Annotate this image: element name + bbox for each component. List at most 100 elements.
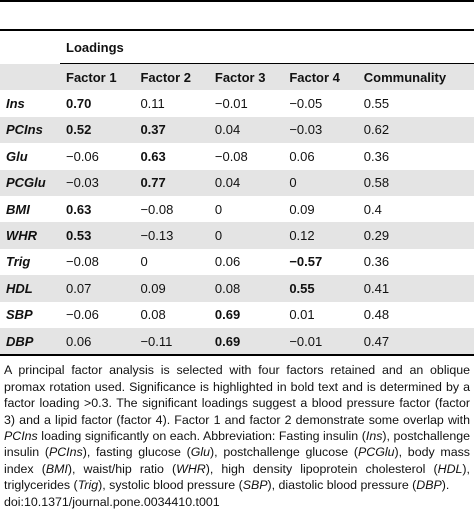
footnote-text: DBP bbox=[416, 478, 442, 493]
cell: 0.07 bbox=[66, 280, 92, 296]
group-header: Loadings bbox=[60, 30, 474, 64]
cell: −0.01 bbox=[289, 333, 323, 349]
cell: 0.36 bbox=[363, 148, 390, 164]
column-header: Factor 1 bbox=[66, 69, 117, 85]
cell: 0.11 bbox=[140, 96, 165, 112]
footnote-text: A principal factor analysis is selected … bbox=[4, 363, 470, 427]
footnote-text: ), diastolic blood pressure ( bbox=[267, 478, 417, 493]
cell: 0.04 bbox=[214, 122, 241, 138]
cell: −0.06 bbox=[66, 148, 99, 164]
cell: 0 bbox=[214, 228, 223, 244]
column-header bbox=[0, 64, 60, 91]
footnote-text: ), triglycerides ( bbox=[4, 461, 470, 493]
cell: 0.53 bbox=[66, 228, 92, 244]
cell: −0.06 bbox=[66, 307, 99, 323]
cell: −0.08 bbox=[66, 254, 99, 270]
footnote-text: PCIns bbox=[48, 445, 83, 460]
footnote-text: ), postchallenge insulin ( bbox=[4, 428, 471, 460]
cell: −0.11 bbox=[140, 333, 173, 349]
footnote-text: WHR bbox=[176, 461, 206, 476]
column-header: Factor 3 bbox=[214, 69, 266, 85]
cell: 0.70 bbox=[66, 96, 92, 112]
cell: 0.37 bbox=[140, 122, 166, 138]
row-label: PCIns bbox=[6, 122, 43, 138]
row-label: Ins bbox=[6, 96, 25, 112]
footnote-text: ), body mass index ( bbox=[4, 445, 470, 476]
cell: 0.01 bbox=[289, 307, 315, 323]
row-label: DBP bbox=[6, 333, 34, 349]
cell: 0.09 bbox=[140, 280, 166, 296]
table-row: Trig −0.08 0 0.06 −0.57 0.36 bbox=[0, 249, 474, 275]
row-label: WHR bbox=[6, 228, 38, 244]
cell: 0.36 bbox=[363, 254, 390, 270]
cell: 0.63 bbox=[66, 201, 92, 217]
cell: 0.08 bbox=[214, 280, 241, 296]
cell: 0.4 bbox=[363, 201, 382, 217]
column-header: Factor 4 bbox=[289, 69, 340, 85]
row-label: Trig bbox=[6, 254, 31, 270]
row-label: Glu bbox=[6, 148, 28, 164]
footnote: A principal factor analysis is selected … bbox=[0, 356, 474, 493]
cell: 0 bbox=[289, 175, 297, 191]
footnote-text: PCIns bbox=[4, 428, 38, 443]
cell: 0.77 bbox=[140, 175, 166, 191]
footnote-text: BMI bbox=[45, 461, 68, 476]
footnote-text: ), high density lipoprotein cholesterol … bbox=[205, 461, 438, 476]
cell: 0.06 bbox=[66, 333, 92, 349]
row-label: HDL bbox=[6, 280, 33, 296]
footnote-text: ), postchallenge glucose ( bbox=[210, 445, 359, 460]
cell: 0.12 bbox=[289, 228, 315, 244]
column-header: Factor 2 bbox=[140, 69, 192, 85]
cell: 0.29 bbox=[363, 228, 390, 244]
cell: 0 bbox=[140, 254, 148, 270]
footnote-text: HDL bbox=[437, 461, 463, 476]
cell: 0.55 bbox=[289, 280, 315, 296]
cell: 0 bbox=[214, 201, 223, 217]
cell: 0.47 bbox=[363, 333, 390, 349]
row-label: BMI bbox=[6, 201, 30, 217]
cell: −0.03 bbox=[66, 175, 99, 191]
row-label: SBP bbox=[6, 307, 33, 323]
cell: −0.05 bbox=[289, 96, 323, 112]
cell: 0.69 bbox=[214, 307, 241, 323]
footnote-text: loading significantly on each. Abbreviat… bbox=[37, 428, 366, 443]
cell: 0.09 bbox=[289, 201, 315, 217]
cell: −0.03 bbox=[289, 122, 323, 138]
cell: 0.69 bbox=[214, 333, 241, 349]
footnote-text: ), waist/hip ratio ( bbox=[67, 461, 177, 476]
footnote-text: Ins bbox=[365, 428, 383, 443]
group-header-row: Loadings bbox=[0, 30, 474, 64]
cell: −0.08 bbox=[214, 148, 248, 164]
table-row: Glu −0.06 0.63 −0.08 0.06 0.36 bbox=[0, 143, 474, 169]
cell: 0.06 bbox=[289, 148, 315, 164]
cell: 0.41 bbox=[363, 280, 390, 296]
cell: 0.52 bbox=[66, 122, 92, 138]
doi: doi:10.1371/journal.pone.0034410.t001 bbox=[4, 494, 220, 509]
row-label: PCGlu bbox=[6, 175, 46, 191]
header-row: Factor 1 Factor 2 Factor 3 Factor 4 Communal… bbox=[0, 63, 474, 91]
table-body: Ins 0.70 0.11 −0.01 −0.05 0.55 PCIns 0.52 0.37 0.… bbox=[0, 90, 474, 356]
cell: 0.58 bbox=[363, 175, 390, 191]
footnote-text: ), fasting glucose ( bbox=[82, 445, 191, 460]
footnote-text: Trig bbox=[77, 478, 99, 493]
loadings-table: Loadings Factor 1 Factor 2 Factor 3 Factor … bbox=[0, 29, 474, 357]
footnote-text: PCGlu bbox=[358, 445, 395, 460]
cell: 0.06 bbox=[214, 254, 241, 270]
footnote-text: ), systolic blood pressure ( bbox=[98, 478, 243, 493]
table-row: Ins 0.70 0.11 −0.01 −0.05 0.55 bbox=[0, 90, 474, 116]
column-header: Communality bbox=[363, 69, 447, 85]
table-row: WHR 0.53 −0.13 0 0.12 0.29 bbox=[0, 222, 474, 249]
table-row: DBP 0.06 −0.11 0.69 −0.01 0.47 bbox=[0, 327, 474, 356]
cell: −0.13 bbox=[140, 228, 174, 244]
cell: 0.48 bbox=[363, 307, 390, 323]
cell: 0.63 bbox=[140, 148, 166, 164]
cell: 0.62 bbox=[363, 122, 390, 138]
footnote-text: ). bbox=[441, 478, 450, 493]
cell: 0.55 bbox=[363, 96, 390, 112]
empty-header bbox=[0, 30, 60, 64]
cell: −0.57 bbox=[289, 254, 323, 270]
cell: 0.04 bbox=[214, 175, 241, 191]
table-row: PCIns 0.52 0.37 0.04 −0.03 0.62 bbox=[0, 116, 474, 144]
cell: −0.01 bbox=[214, 96, 248, 112]
